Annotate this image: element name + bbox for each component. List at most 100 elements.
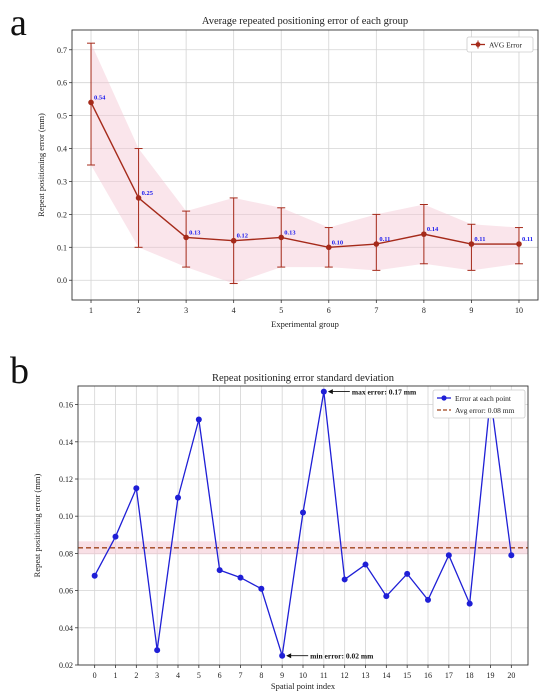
annotation-text: min error: 0.02 mm — [310, 652, 374, 661]
data-point — [320, 388, 327, 395]
y-tick-label: 0.08 — [59, 549, 73, 558]
data-point — [445, 552, 452, 559]
data-point — [278, 234, 285, 241]
y-tick-label: 0.04 — [59, 624, 73, 633]
x-tick-label: 13 — [362, 671, 370, 680]
error-band — [91, 43, 519, 284]
x-tick-label: 7 — [374, 306, 378, 315]
series-line-avg-error — [90, 102, 519, 249]
data-point — [341, 576, 348, 583]
data-point — [258, 585, 265, 592]
x-tick-label: 12 — [341, 671, 349, 680]
y-axis-label: Repeat positioning error (mm) — [32, 474, 42, 578]
panel-label-a: a — [10, 2, 27, 44]
data-point — [466, 600, 473, 607]
y-tick-label: 0.12 — [59, 475, 73, 484]
y-tick-label: 0.0 — [57, 276, 67, 285]
data-label: 0.11 — [522, 236, 533, 243]
data-label: 0.13 — [189, 229, 201, 236]
data-point — [112, 533, 119, 540]
x-tick-label: 6 — [218, 671, 222, 680]
data-point — [373, 241, 380, 247]
data-point — [508, 552, 515, 559]
x-tick-label: 1 — [114, 671, 118, 680]
y-tick-label: 0.6 — [57, 79, 67, 88]
chart-b-title: Repeat positioning error standard deviat… — [212, 373, 395, 384]
y-tick-label: 0.1 — [57, 243, 67, 252]
data-point — [404, 570, 411, 577]
annotation-arrowhead — [286, 653, 292, 659]
data-point — [195, 416, 202, 423]
x-tick-label: 14 — [382, 671, 390, 680]
x-axis-label: Experimental group — [271, 319, 339, 329]
x-tick-label: 4 — [176, 671, 180, 680]
data-label: 0.13 — [284, 229, 296, 236]
y-tick-label: 0.16 — [59, 401, 73, 410]
data-point — [175, 494, 181, 501]
x-tick-label: 18 — [466, 671, 474, 680]
data-point — [325, 244, 332, 251]
y-axis-label: Repeat positioning error (mm) — [36, 113, 46, 217]
data-point — [425, 596, 431, 603]
y-tick-label: 0.02 — [59, 661, 73, 670]
data-label: 0.54 — [94, 94, 106, 101]
x-tick-label: 15 — [403, 671, 411, 680]
chart-a-title: Average repeated positioning error of ea… — [202, 16, 408, 27]
data-point — [421, 231, 427, 237]
x-tick-label: 9 — [469, 306, 473, 315]
x-tick-label: 0 — [93, 671, 97, 680]
plot-frame — [71, 29, 539, 301]
plot-area — [72, 30, 538, 300]
annotation-text: max error: 0.17 mm — [352, 388, 417, 397]
plot-frame — [77, 385, 529, 666]
y-tick-label: 0.3 — [57, 177, 67, 186]
data-point — [183, 234, 189, 241]
x-tick-label: 8 — [259, 671, 263, 680]
annotation-arrowhead — [327, 389, 333, 395]
data-point — [237, 574, 244, 581]
x-tick-label: 1 — [89, 306, 93, 315]
data-point — [91, 572, 98, 579]
data-point — [383, 593, 390, 600]
y-tick-label: 0.10 — [59, 512, 73, 521]
y-tick-label: 0.06 — [59, 587, 73, 596]
legend-label: AVG Error — [489, 41, 522, 50]
data-point — [362, 561, 369, 568]
data-point — [88, 99, 94, 106]
legend-marker — [475, 42, 481, 47]
y-tick-label: 0.4 — [57, 145, 67, 154]
x-tick-label: 11 — [320, 671, 328, 680]
data-label: 0.25 — [142, 190, 154, 197]
data-point — [154, 647, 161, 654]
legend-label-points: Error at each point — [455, 394, 512, 403]
x-tick-label: 16 — [424, 671, 432, 680]
legend-box — [432, 389, 526, 419]
x-tick-label: 6 — [327, 306, 331, 315]
data-point — [279, 652, 286, 659]
data-label: 0.11 — [474, 236, 485, 243]
x-tick-label: 4 — [232, 306, 236, 315]
data-point — [300, 509, 306, 516]
y-tick-label: 0.7 — [57, 46, 67, 55]
data-label: 0.14 — [427, 226, 439, 233]
x-tick-label: 10 — [515, 306, 523, 315]
x-tick-label: 3 — [184, 306, 188, 315]
x-tick-label: 17 — [445, 671, 453, 680]
x-tick-label: 5 — [279, 306, 283, 315]
legend-marker — [441, 395, 447, 401]
legend-box — [466, 36, 534, 53]
data-point — [468, 241, 475, 247]
x-tick-label: 2 — [134, 671, 138, 680]
x-tick-label: 19 — [487, 671, 495, 680]
y-tick-label: 0.5 — [57, 112, 67, 121]
x-axis-label: Spatial point index — [271, 681, 336, 691]
data-point — [133, 485, 140, 492]
x-tick-label: 3 — [155, 671, 159, 680]
data-point — [135, 195, 142, 201]
x-tick-label: 9 — [280, 671, 284, 680]
x-tick-label: 5 — [197, 671, 201, 680]
legend-label-avg: Avg error: 0.08 mm — [455, 406, 515, 415]
data-point — [230, 237, 237, 244]
data-label: 0.10 — [332, 239, 343, 246]
